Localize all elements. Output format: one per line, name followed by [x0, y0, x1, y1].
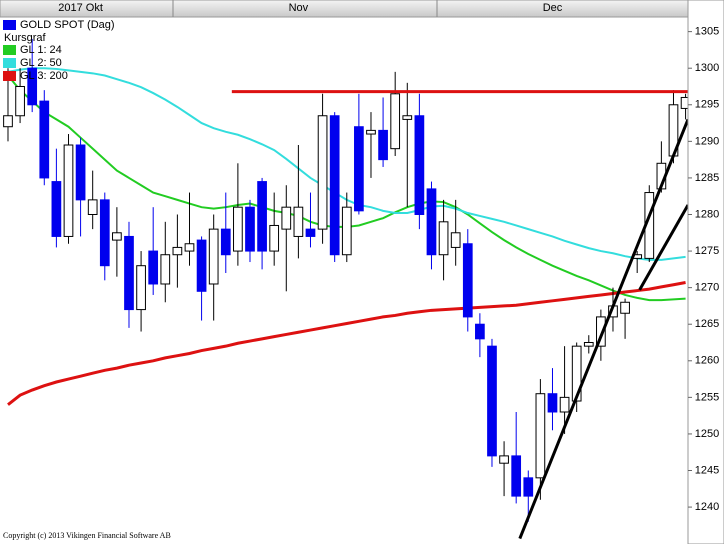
- candle-body: [220, 228, 231, 256]
- value-axis: 1240 1245 1250 1255 1260 1265 1270 1275 1280 1285…: [688, 26, 719, 513]
- legend-swatch: [3, 71, 16, 81]
- candle-body: [99, 199, 110, 267]
- time-axis-bar: [0, 0, 689, 18]
- candle-body: [438, 221, 449, 256]
- legend-label: GL 1: 24: [20, 44, 62, 56]
- legend-swatch: [3, 58, 16, 68]
- candle-body: [87, 199, 98, 215]
- candle-body: [245, 206, 255, 252]
- y-tick-label: 1260: [695, 355, 719, 367]
- y-tick-label: 1270: [695, 282, 719, 294]
- y-tick-label: 1280: [695, 208, 719, 220]
- candle-body: [51, 181, 62, 237]
- x-tick-label: Nov: [289, 2, 309, 14]
- candle-body: [293, 206, 304, 237]
- candle-body: [402, 115, 413, 120]
- candle-body: [341, 206, 352, 256]
- legend-swatch: [3, 20, 16, 30]
- candle-body: [269, 224, 280, 252]
- candle-body: [571, 345, 582, 402]
- candle-body: [148, 250, 159, 285]
- y-tick-label: 1275: [695, 245, 719, 257]
- candle-body: [196, 239, 207, 292]
- candle-body: [378, 129, 388, 161]
- x-tick-label: Dec: [543, 2, 563, 14]
- candle-body: [596, 316, 606, 347]
- candle-body: [583, 342, 594, 347]
- candle-body: [233, 206, 243, 252]
- candle-body: [3, 115, 13, 128]
- candle-body: [475, 323, 485, 340]
- candle-body: [535, 393, 546, 479]
- candle-body: [317, 115, 328, 230]
- x-tick-label: 2017 Okt: [58, 2, 103, 14]
- y-tick-label: 1245: [695, 464, 719, 476]
- candle-body: [112, 232, 122, 241]
- candle-body: [160, 254, 171, 285]
- y-tick-label: 1285: [695, 172, 719, 184]
- plot-area: [3, 38, 691, 540]
- trend-line: [518, 118, 690, 540]
- candle-body: [124, 235, 134, 311]
- candle-body: [511, 455, 522, 497]
- legend-subtitle: Kursgraf: [4, 32, 47, 44]
- candle-body: [487, 345, 497, 457]
- candle-body: [390, 93, 401, 150]
- candle-body: [15, 85, 25, 117]
- candle-body: [257, 181, 267, 252]
- y-tick-label: 1290: [695, 135, 719, 147]
- value-axis-panel: [687, 0, 724, 544]
- candle-body: [305, 228, 316, 237]
- candle-body: [414, 115, 425, 215]
- candle-body: [172, 246, 183, 256]
- candle-body: [462, 243, 473, 318]
- candle-body: [184, 243, 195, 252]
- candle-body: [499, 455, 509, 464]
- candle-body: [63, 144, 74, 237]
- copyright: Copyright (c) 2013 Vikingen Financial So…: [3, 531, 171, 540]
- candle-body: [75, 144, 86, 201]
- legend-label: GOLD SPOT (Dag): [20, 19, 115, 31]
- moving-average-line: [7, 281, 686, 406]
- candle-body: [27, 67, 38, 106]
- candle-body: [281, 206, 292, 230]
- y-tick-label: 1295: [695, 99, 719, 111]
- candle-body: [354, 126, 364, 212]
- y-tick-label: 1265: [695, 318, 719, 330]
- candle-body: [136, 265, 146, 311]
- candle-body: [366, 129, 376, 135]
- candle-body: [426, 188, 437, 256]
- candle-body: [523, 477, 534, 497]
- candle-body: [547, 393, 558, 413]
- candle-body: [450, 232, 461, 248]
- y-tick-label: 1305: [695, 26, 719, 38]
- candle-body: [208, 228, 219, 285]
- legend-swatch: [3, 45, 16, 55]
- legend-label: GL 2: 50: [20, 57, 62, 69]
- y-tick-label: 1300: [695, 62, 719, 74]
- candle-body: [39, 100, 50, 179]
- y-tick-label: 1240: [695, 501, 719, 513]
- y-tick-label: 1255: [695, 391, 719, 403]
- y-tick-label: 1250: [695, 428, 719, 440]
- trend-line: [638, 204, 690, 291]
- candle-body: [620, 301, 630, 314]
- legend-label: GL 3: 200: [20, 70, 68, 82]
- candle-body: [329, 115, 340, 256]
- candle-body: [559, 396, 570, 413]
